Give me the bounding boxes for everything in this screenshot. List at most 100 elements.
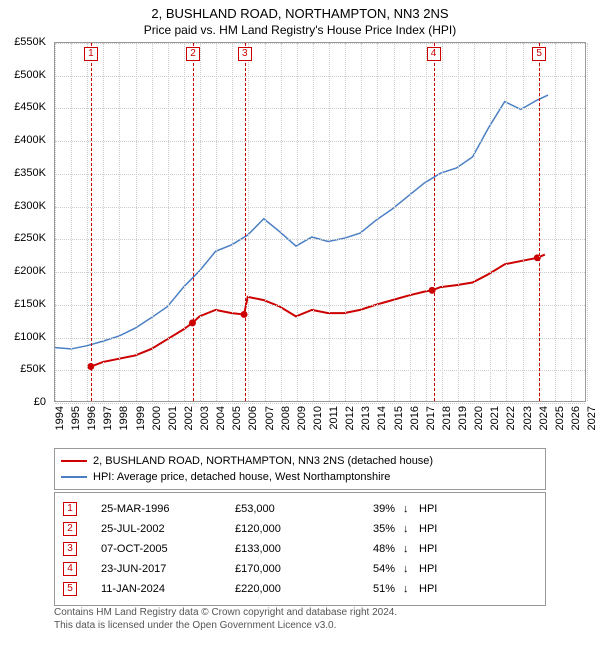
table-pct: 54% [339,563,399,575]
gridline-v [506,43,507,401]
y-tick-label: £50K [20,363,46,375]
down-arrow-icon: ↓ [403,503,415,515]
x-tick-label: 2004 [215,406,227,430]
table-row: 3 07-OCT-2005 £133,000 48% ↓ HPI [63,539,537,559]
gridline-v [216,43,217,401]
y-tick-label: £500K [14,69,46,81]
table-price: £170,000 [235,563,335,575]
y-tick-label: £250K [14,232,46,244]
gridline-v [281,43,282,401]
table-hpi-label: HPI [419,523,537,535]
down-arrow-icon: ↓ [403,563,415,575]
x-tick-label: 2027 [586,406,598,430]
x-tick-label: 2020 [473,406,485,430]
x-tick-label: 2019 [457,406,469,430]
x-tick-label: 2016 [409,406,421,430]
table-marker: 1 [63,502,77,516]
x-tick-label: 2023 [522,406,534,430]
legend-label: HPI: Average price, detached house, West… [93,471,390,483]
y-tick-label: £400K [14,134,46,146]
table-price: £120,000 [235,523,335,535]
x-tick-label: 2001 [167,406,179,430]
x-tick-label: 2003 [199,406,211,430]
x-tick-label: 1995 [70,406,82,430]
sales-table: 125-MAR-1996£53,00039%↓HPI225-JUL-2002£1… [54,492,546,606]
gridline-v [523,43,524,401]
sale-marker-box: 3 [238,47,252,61]
table-row: 125-MAR-1996£53,00039%↓HPI [63,499,537,519]
x-axis-labels: 1994199519961997199819992000200120022003… [54,404,586,442]
legend-swatch [61,460,87,462]
gridline-v [587,43,588,401]
gridline-v [377,43,378,401]
table-row: 423-JUN-2017£170,00054%↓HPI [63,559,537,579]
sale-marker-line [434,43,435,401]
gridline-v [152,43,153,401]
x-tick-label: 1998 [118,406,130,430]
chart-subtitle: Price paid vs. HM Land Registry's House … [0,21,600,41]
table-pct: 51% [339,583,399,595]
legend-row: 2, BUSHLAND ROAD, NORTHAMPTON, NN3 2NS (… [61,453,539,469]
y-tick-label: £200K [14,265,46,277]
gridline-v [71,43,72,401]
gridline-v [410,43,411,401]
gridline-v [490,43,491,401]
gridline-v [232,43,233,401]
x-tick-label: 2017 [425,406,437,430]
gridline-v [426,43,427,401]
x-tick-label: 2013 [360,406,372,430]
x-tick-label: 2007 [264,406,276,430]
table-hpi-label: HPI [419,583,537,595]
x-tick-label: 2025 [554,406,566,430]
down-arrow-icon: ↓ [403,543,415,555]
sale-marker-box: 1 [84,47,98,61]
gridline-v [103,43,104,401]
legend-swatch [61,476,87,478]
table-date: 11-JAN-2024 [101,583,231,595]
gridline-v [329,43,330,401]
sale-marker-line [539,43,540,401]
table-pct: 35% [339,523,399,535]
y-tick-label: £350K [14,167,46,179]
table-date: 25-JUL-2002 [101,523,231,535]
y-tick-label: £100K [14,331,46,343]
gridline-v [442,43,443,401]
gridline-v [119,43,120,401]
gridline-v [55,43,56,401]
x-tick-label: 2002 [183,406,195,430]
y-tick-label: £550K [14,36,46,48]
chart-container: 2, BUSHLAND ROAD, NORTHAMPTON, NN3 2NS P… [0,0,600,650]
x-tick-label: 2012 [344,406,356,430]
sale-marker-box: 2 [186,47,200,61]
x-tick-label: 2026 [570,406,582,430]
table-date: 07-OCT-2005 [101,543,231,555]
gridline-v [555,43,556,401]
table-pct: 48% [339,543,399,555]
footer-line2: This data is licensed under the Open Gov… [54,619,546,632]
x-tick-label: 2000 [151,406,163,430]
gridline-v [394,43,395,401]
y-tick-label: £150K [14,298,46,310]
legend-label: 2, BUSHLAND ROAD, NORTHAMPTON, NN3 2NS (… [93,455,433,467]
x-tick-label: 2006 [247,406,259,430]
x-tick-label: 2014 [376,406,388,430]
table-date: 25-MAR-1996 [101,503,231,515]
table-pct: 39% [339,503,399,515]
gridline-v [474,43,475,401]
gridline-v [458,43,459,401]
table-price: £133,000 [235,543,335,555]
table-marker: 3 [63,542,77,556]
table-hpi-label: HPI [419,543,537,555]
table-price: £53,000 [235,503,335,515]
gridline-v [313,43,314,401]
gridline-v [571,43,572,401]
x-tick-label: 1996 [86,406,98,430]
x-tick-label: 2022 [505,406,517,430]
y-tick-label: £0 [34,396,46,408]
sale-marker-box: 5 [532,47,546,61]
sale-marker-box: 4 [427,47,441,61]
table-row: 511-JAN-2024£220,00051%↓HPI [63,579,537,599]
gridline-v [265,43,266,401]
x-tick-label: 1997 [102,406,114,430]
chart-area: £0£50K£100K£150K£200K£250K£300K£350K£400… [8,42,592,442]
